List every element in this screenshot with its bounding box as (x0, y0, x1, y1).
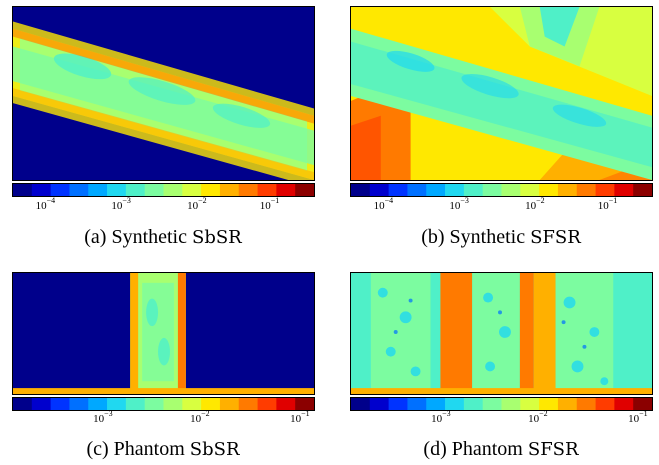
colorbar-swatch (595, 398, 615, 410)
colorbar-swatch (388, 184, 408, 196)
colorbar-tick-label: 10−2 (187, 196, 207, 213)
colorbar-tick-label: 10−3 (449, 196, 469, 213)
error-map-synthetic-sbsr (12, 6, 315, 181)
colorbar-swatch (369, 398, 390, 410)
colorbar-tick-label: 10−3 (93, 409, 113, 426)
colorbar-tick-label: 10−1 (290, 409, 310, 426)
colorbar-swatch (257, 398, 277, 410)
colorbar-tick-label: 10−4 (373, 196, 394, 213)
colorbar-swatch (276, 184, 296, 196)
colorbar-swatch (144, 398, 164, 410)
colorbar-swatch (88, 184, 108, 196)
colorbar-swatch (31, 184, 52, 196)
colorbar-swatch (238, 184, 258, 196)
colorbar-tick-label: 10−3 (111, 196, 131, 213)
colorbar-swatch (539, 184, 559, 196)
colorbar-swatch (501, 398, 521, 410)
colorbar-tick-label: 10−1 (628, 409, 648, 426)
colorbar-b (350, 183, 653, 197)
colorbar-swatch (69, 398, 89, 410)
colorbar-tick-label: 10−4 (35, 196, 56, 213)
colorbar-swatch (107, 184, 127, 196)
colorbar-swatch (501, 184, 521, 196)
caption-d: (d) Phantom SFSR (423, 438, 579, 460)
colorbar-swatch (276, 398, 296, 410)
colorbar-c (12, 397, 315, 411)
colorbar-swatch (144, 184, 164, 196)
colorbar-a (12, 183, 315, 197)
colorbar-swatch (445, 398, 465, 410)
colorbar-swatch (482, 184, 502, 196)
colorbar-ticks-a: 10−4 10−3 10−2 10−1 (12, 196, 315, 216)
colorbar-swatch (445, 184, 465, 196)
colorbar-swatch (257, 184, 277, 196)
colorbar-swatch (576, 398, 596, 410)
colorbar-swatch (482, 398, 502, 410)
caption-a: (a) Synthetic SbSR (84, 226, 242, 248)
colorbar-swatch (633, 398, 652, 410)
colorbar-tick-label: 10−3 (431, 409, 451, 426)
colorbar-swatch (557, 184, 578, 196)
caption-b: (b) Synthetic SFSR (421, 226, 581, 248)
colorbar-swatch (125, 184, 146, 196)
colorbar-tick-label: 10−2 (190, 409, 210, 426)
colorbar-swatch (163, 184, 183, 196)
colorbar-swatch (369, 184, 390, 196)
colorbar-swatch (426, 184, 446, 196)
caption-c: (c) Phantom SbSR (86, 438, 240, 460)
colorbar-swatch (614, 184, 634, 196)
colorbar-swatch (576, 184, 596, 196)
colorbar-swatch (238, 398, 258, 410)
colorbar-swatch (69, 184, 89, 196)
colorbar-swatch (50, 398, 70, 410)
colorbar-swatch (295, 184, 314, 196)
colorbar-swatch (633, 184, 652, 196)
colorbar-ticks-d: 10−3 10−2 10−1 (350, 409, 653, 429)
colorbar-tick-label: 10−2 (528, 409, 548, 426)
colorbar-ticks-c: 10−3 10−2 10−1 (12, 409, 315, 429)
colorbar-swatch (107, 398, 127, 410)
colorbar-swatch (88, 398, 108, 410)
colorbar-swatch (595, 184, 615, 196)
colorbar-swatch (125, 398, 146, 410)
colorbar-swatch (50, 184, 70, 196)
colorbar-swatch (520, 184, 540, 196)
colorbar-swatch (388, 398, 408, 410)
error-map-phantom-sbsr (12, 272, 315, 395)
colorbar-swatch (539, 398, 559, 410)
colorbar-swatch (295, 398, 314, 410)
colorbar-swatch (201, 184, 221, 196)
colorbar-swatch (163, 398, 183, 410)
colorbar-swatch (351, 184, 371, 196)
colorbar-swatch (182, 184, 202, 196)
error-map-phantom-sfsr (350, 272, 653, 395)
colorbar-swatch (614, 398, 634, 410)
colorbar-ticks-b: 10−4 10−3 10−2 10−1 (350, 196, 653, 216)
colorbar-d (350, 397, 653, 411)
colorbar-swatch (557, 398, 578, 410)
colorbar-swatch (426, 398, 446, 410)
colorbar-swatch (31, 398, 52, 410)
colorbar-tick-label: 10−1 (597, 196, 618, 213)
colorbar-swatch (219, 184, 240, 196)
colorbar-swatch (520, 398, 540, 410)
colorbar-swatch (182, 398, 202, 410)
colorbar-swatch (463, 398, 484, 410)
colorbar-swatch (13, 184, 33, 196)
colorbar-tick-label: 10−2 (525, 196, 545, 213)
colorbar-swatch (13, 398, 33, 410)
colorbar-swatch (407, 398, 427, 410)
colorbar-swatch (201, 398, 221, 410)
colorbar-tick-label: 10−1 (259, 196, 280, 213)
error-map-synthetic-sfsr (350, 6, 653, 181)
colorbar-swatch (407, 184, 427, 196)
colorbar-swatch (219, 398, 240, 410)
colorbar-swatch (463, 184, 484, 196)
colorbar-swatch (351, 398, 371, 410)
